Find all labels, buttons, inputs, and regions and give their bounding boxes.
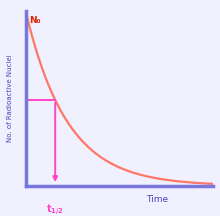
Text: N₀: N₀ — [29, 16, 41, 25]
Y-axis label: No. of Radioactive Nuclei: No. of Radioactive Nuclei — [7, 54, 13, 142]
X-axis label: Time: Time — [146, 194, 168, 203]
Text: $\mathregular{t_{1/2}}$: $\mathregular{t_{1/2}}$ — [46, 203, 64, 216]
